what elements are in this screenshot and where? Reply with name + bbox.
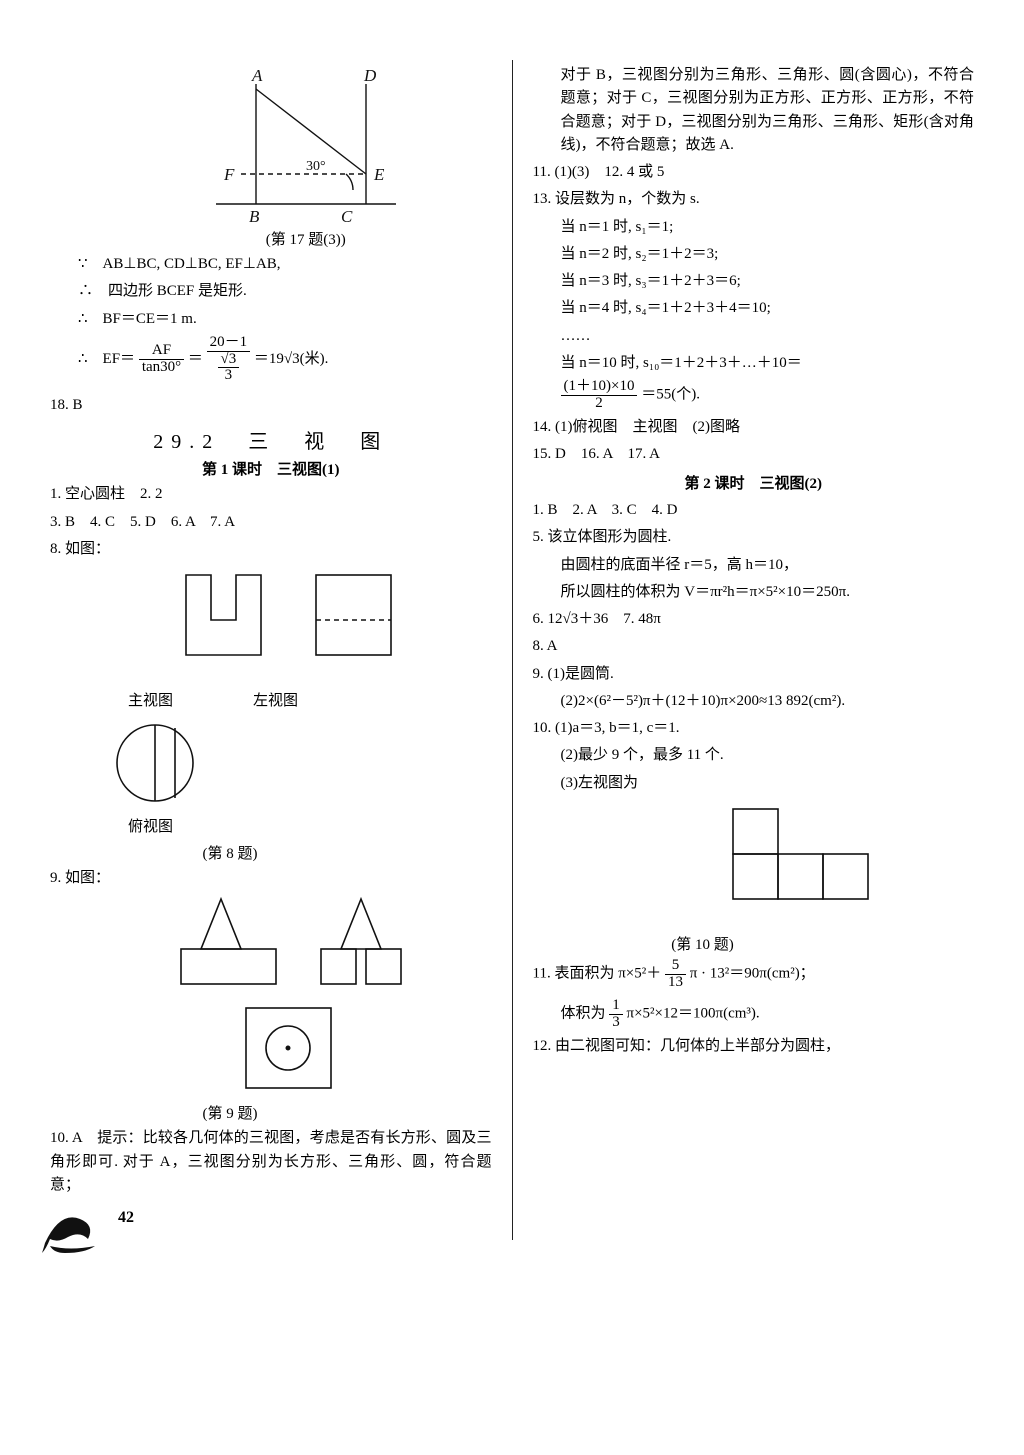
lbl-C: C — [341, 207, 353, 224]
proof-line: ∴ EF＝ AF tan30° ＝ 20－1 √3 3 ＝19√3(米). — [50, 335, 492, 384]
answer: 5. 该立体图形为圆柱. — [533, 526, 975, 549]
step: 所以圆柱的体积为 V＝πr²h＝π×5²×10＝250π. — [533, 581, 975, 604]
step: …… — [533, 325, 975, 348]
section-subtitle: 第 1 课时 三视图(1) — [50, 458, 492, 479]
page-footer: 42 — [40, 1197, 110, 1260]
txt: 11. 表面积为 π×5²＋ — [533, 965, 662, 981]
figure-17: A D F E B C 30° (第 17 题(3)) — [120, 64, 492, 249]
right-column: 对于 B，三视图分别为三角形、三角形、圆(含圆心)，不符合题意；对于 C，三视图… — [533, 60, 975, 1240]
column-divider — [512, 60, 513, 1240]
answer: 9. 如图： — [50, 867, 492, 890]
step: 当 n＝2 时, s₂＝1＋2＝3; — [533, 243, 975, 266]
fig17-svg: A D F E B C 30° — [196, 64, 416, 224]
fig9-row1 — [166, 894, 426, 994]
answer: 14. (1)俯视图 主视图 (2)图略 — [533, 416, 975, 439]
step: (3)左视图为 — [533, 772, 975, 795]
fig10-caption: (第 10 题) — [613, 933, 793, 954]
fraction: (1＋10)×10 2 — [561, 379, 638, 412]
proof-line: ∴ 四边形 BCEF 是矩形. — [50, 280, 492, 303]
answer: 9. (1)是圆筒. — [533, 663, 975, 686]
fraction: AF tan30° — [139, 343, 184, 376]
answer-11: 11. 表面积为 π×5²＋ 5 13 π · 13²＝90π(cm²)； — [533, 958, 975, 991]
step: 当 n＝1 时, s₁＝1; — [533, 216, 975, 239]
fig17-caption: (第 17 题(3)) — [120, 228, 492, 249]
lbl-A: A — [251, 66, 263, 85]
fig9-caption: (第 9 题) — [100, 1102, 360, 1123]
answer-11b: 体积为 1 3 π×5²×12＝100π(cm³). — [533, 998, 975, 1031]
fig10-svg — [703, 799, 883, 929]
step: 由圆柱的底面半径 r＝5，高 h＝10， — [533, 554, 975, 577]
txt: π · 13²＝90π(cm²)； — [690, 965, 815, 981]
section-title: 29.2 三 视 图 — [50, 425, 492, 454]
answer: 8. A — [533, 635, 975, 658]
lbl-E: E — [373, 165, 385, 184]
answer: 10. (1)a＝3, b＝1, c＝1. — [533, 717, 975, 740]
page-number: 42 — [118, 1209, 134, 1227]
cont-p1: 对于 B，三视图分别为三角形、三角形、圆(含圆心)，不符合题意；对于 C，三视图… — [533, 64, 975, 157]
lbl-30: 30° — [306, 159, 326, 174]
proof-line: ∵ AB⊥BC, CD⊥BC, EF⊥AB, — [50, 253, 492, 276]
frac-line: (1＋10)×10 2 ＝55(个). — [533, 379, 975, 412]
step: 当 n＝10 时, s₁₀＝1＋2＋3＋…＋10＝ — [533, 352, 975, 375]
fig8-toplbl: 俯视图 — [128, 815, 492, 836]
fig8-views — [166, 565, 426, 685]
lbl-D: D — [363, 66, 377, 85]
left-column: A D F E B C 30° (第 17 题(3)) ∵ AB⊥BC, CD⊥… — [50, 60, 492, 1240]
txt: ＝ — [188, 351, 203, 367]
answer: 6. 12√3＋36 7. 48π — [533, 608, 975, 631]
step: 当 n＝3 时, s₃＝1＋2＋3＝6; — [533, 270, 975, 293]
fig8-left: 左视图 — [253, 689, 298, 710]
answer: 1. 空心圆柱 2. 2 — [50, 483, 492, 506]
step: (2)最少 9 个，最多 11 个. — [533, 744, 975, 767]
lbl-F: F — [223, 165, 235, 184]
step: 当 n＝4 时, s₄＝1＋2＋3＋4＝10; — [533, 297, 975, 320]
answer: 1. B 2. A 3. C 4. D — [533, 499, 975, 522]
dolphin-icon — [40, 1201, 110, 1256]
figure-8: 主视图 左视图 俯视图 (第 8 题) — [100, 565, 492, 863]
fraction: 5 13 — [665, 958, 686, 991]
answer: 11. (1)(3) 12. 4 或 5 — [533, 161, 975, 184]
answer: 18. B — [50, 394, 492, 417]
txt: π×5²×12＝100π(cm³). — [627, 1006, 760, 1022]
fig9-row2 — [231, 998, 361, 1098]
fig8-top — [100, 716, 220, 811]
fig8-main: 主视图 — [128, 689, 173, 710]
txt: ＝55(个). — [641, 387, 700, 403]
section-subtitle-2: 第 2 课时 三视图(2) — [533, 472, 975, 493]
lbl-B: B — [249, 207, 260, 224]
fig8-caption: (第 8 题) — [100, 842, 360, 863]
answer-10: 10. A 提示：比较各几何体的三视图，考虑是否有长方形、圆及三角形即可. 对于… — [50, 1127, 492, 1197]
answer: 13. 设层数为 n，个数为 s. — [533, 188, 975, 211]
answer: 3. B 4. C 5. D 6. A 7. A — [50, 511, 492, 534]
txt: 体积为 — [561, 1006, 606, 1022]
figure-9: (第 9 题) — [100, 894, 492, 1123]
proof-line: ∴ BF＝CE＝1 m. — [50, 308, 492, 331]
answer: 15. D 16. A 17. A — [533, 443, 975, 466]
answer: 8. 如图： — [50, 538, 492, 561]
answer: 12. 由二视图可知：几何体的上半部分为圆柱， — [533, 1035, 975, 1058]
txt: ∴ EF＝ — [78, 351, 135, 367]
fraction: 20－1 √3 3 — [207, 335, 251, 384]
txt: ＝19√3(米). — [254, 351, 328, 367]
step: (2)2×(6²－5²)π＋(12＋10)π×200≈13 892(cm²). — [533, 690, 975, 713]
fraction: 1 3 — [609, 998, 623, 1031]
figure-10: (第 10 题) — [613, 799, 975, 954]
